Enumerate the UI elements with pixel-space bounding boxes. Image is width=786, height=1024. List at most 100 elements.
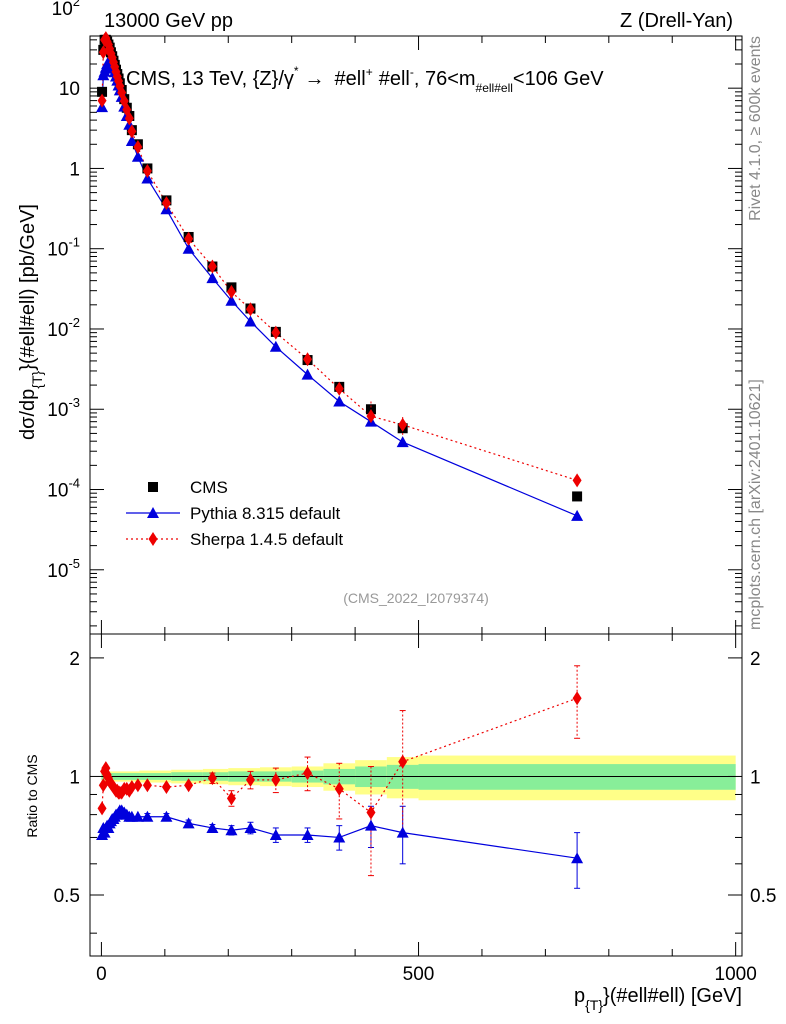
- ratio-sherpa-point: [127, 780, 137, 795]
- sherpa-point: [127, 124, 137, 139]
- title-mass-sub: #ell#ell: [476, 81, 513, 95]
- y-tick-label-base: 10: [47, 240, 68, 261]
- pythia-point: [571, 509, 584, 521]
- ratio-pythia-point: [182, 817, 195, 829]
- ratio-pythia-point: [396, 826, 409, 838]
- header-right: Z (Drell-Yan): [620, 10, 733, 32]
- main-series: [96, 31, 584, 521]
- ratio-tick-label-left: 0.5: [54, 886, 80, 907]
- ratio-uncertainty-bands: [101, 755, 736, 801]
- y-axis-label-main: dσ/dp: [17, 389, 39, 440]
- sherpa-line: [101, 36, 578, 481]
- x-tick-label: 500: [403, 964, 435, 985]
- y-tick-label: 1: [69, 159, 80, 180]
- ratio-sherpa-point: [161, 780, 171, 795]
- sherpa-point: [133, 139, 143, 154]
- sherpa-point: [366, 409, 376, 424]
- cms-point: [572, 491, 583, 502]
- legend: CMS Pythia 8.315 default Sherpa 1.4.5 defa…: [126, 478, 343, 549]
- sherpa-point: [303, 352, 313, 367]
- ratio-tick-label-right: 2: [750, 649, 761, 670]
- ratio-sherpa-point: [207, 771, 217, 786]
- y-tick-label-base: 10: [47, 320, 68, 341]
- legend-label: Pythia 8.315 default: [190, 504, 341, 523]
- y-tick-label-exp: 2: [73, 0, 80, 9]
- main-plot-frame: [89, 35, 743, 635]
- x-axis-label-sub: {T}: [585, 997, 603, 1013]
- axis-ticks: 10-510-410-310-210-1110102103050010000.5…: [47, 0, 776, 985]
- ratio-sherpa-point: [142, 778, 152, 793]
- y-tick-label-exp: -2: [68, 315, 80, 330]
- y-tick-label: 10-5: [47, 556, 80, 582]
- y-tick-label-base: 10: [47, 481, 68, 502]
- sherpa-point: [271, 325, 281, 340]
- ratio-pythia-point: [301, 829, 314, 841]
- pythia-point: [333, 395, 346, 407]
- ratio-tick-label-left: 1: [69, 767, 80, 788]
- sherpa-point: [97, 93, 107, 108]
- ratio-sherpa-point: [97, 801, 107, 816]
- sherpa-point: [184, 231, 194, 246]
- x-tick-label: 1000: [715, 964, 757, 985]
- y-tick-label-base: 10: [59, 79, 80, 100]
- ratio-tick-label-right: 1: [750, 767, 761, 788]
- y-tick-label-base: 10: [52, 0, 73, 20]
- x-axis-label-rest: }(#ell#ell) [GeV]: [603, 985, 742, 1007]
- sherpa-point: [226, 284, 236, 299]
- ratio-sherpa-point: [334, 781, 344, 796]
- ratio-sherpa-point: [226, 791, 236, 806]
- ratio-pythia-point: [269, 829, 282, 841]
- x-axis-label: p{T}}(#ell#ell) [GeV]: [574, 985, 742, 1013]
- ratio-pythia-point: [225, 824, 238, 836]
- y-tick-label: 10-2: [47, 315, 80, 341]
- legend-label: CMS: [190, 478, 228, 497]
- sherpa-point: [142, 163, 152, 178]
- y-tick-label: 10-1: [47, 235, 80, 261]
- sherpa-point: [124, 111, 134, 126]
- ratio-sherpa-point: [572, 691, 582, 706]
- legend-label: Sherpa 1.4.5 default: [190, 530, 343, 549]
- pythia-point: [182, 242, 195, 254]
- pythia-point: [206, 272, 219, 284]
- ratio-pythia-point: [206, 821, 219, 833]
- y-tick-label-exp: -1: [68, 235, 80, 250]
- title-lepton-1: #ell: [335, 68, 366, 90]
- title-range-end: <106 GeV: [513, 68, 604, 90]
- ratio-pythia-point: [333, 831, 346, 843]
- ratio-sherpa-point: [303, 766, 313, 781]
- ratio-pythia-point: [571, 852, 584, 864]
- sherpa-point: [161, 196, 171, 211]
- title-arrow: →: [305, 68, 325, 90]
- y-axis-label-rest: }(#ell#ell) [pb/GeV]: [17, 204, 39, 371]
- pythia-point: [301, 368, 314, 380]
- sherpa-point: [245, 302, 255, 317]
- legend-marker-square: [148, 482, 158, 492]
- cms-point: [97, 86, 108, 97]
- pythia-point: [269, 340, 282, 352]
- pythia-line: [101, 60, 578, 517]
- y-tick-label-base: 1: [69, 159, 80, 180]
- pythia-point: [244, 315, 257, 327]
- ratio-sherpa-point: [398, 754, 408, 769]
- y-tick-label-base: 10: [47, 561, 68, 582]
- sherpa-point: [207, 259, 217, 274]
- y-tick-label-exp: -3: [68, 395, 80, 410]
- title-range: , 76<m: [414, 68, 476, 90]
- y-axis-label-sub: {T}: [29, 370, 45, 388]
- y-axis-label: dσ/dp{T}}(#ell#ell) [pb/GeV]: [17, 204, 45, 440]
- ratio-series: [96, 665, 584, 889]
- title-main: CMS, 13 TeV, {Z}/γ: [126, 68, 294, 90]
- ratio-sherpa-point: [133, 778, 143, 793]
- rivet-version-label: Rivet 4.1.0, ≥ 600k events: [747, 36, 764, 221]
- y-tick-label: 102: [52, 0, 80, 20]
- y-tick-label: 10: [59, 79, 80, 100]
- legend-marker-triangle: [147, 507, 159, 518]
- y-tick-label-exp: -5: [68, 556, 80, 571]
- y-tick-label-exp: -4: [68, 476, 80, 491]
- title-lepton-2-sup: -: [410, 65, 414, 79]
- ratio-pythia-point: [364, 819, 377, 831]
- ratio-tick-label-left: 2: [69, 649, 80, 670]
- legend-marker-diamond: [148, 532, 158, 546]
- title-star: *: [294, 64, 299, 78]
